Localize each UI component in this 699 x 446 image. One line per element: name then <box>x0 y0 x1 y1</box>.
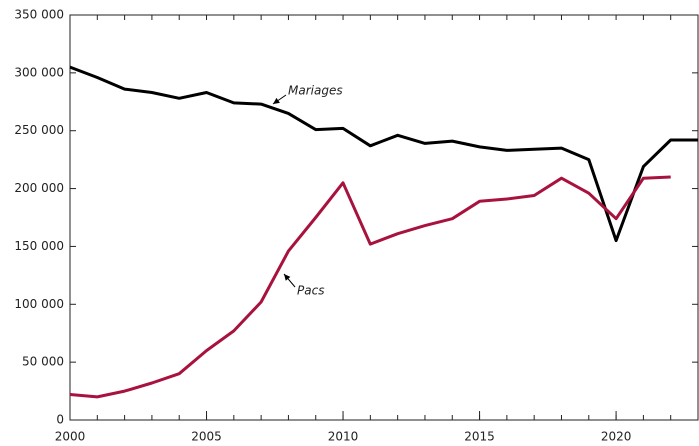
arrow-head <box>284 274 291 281</box>
x-tick-label: 2020 <box>601 430 632 444</box>
plot-frame <box>69 14 699 421</box>
y-tick-label: 50 000 <box>22 355 64 369</box>
series-annotation: Mariages <box>288 84 343 98</box>
x-tick-label: 2015 <box>464 430 495 444</box>
x-tick-label: 2000 <box>55 430 86 444</box>
y-tick-label: 100 000 <box>14 297 64 311</box>
x-tick-label: 2005 <box>191 430 222 444</box>
y-tick-label: 350 000 <box>14 8 64 22</box>
y-tick-label: 200 000 <box>14 181 64 195</box>
series-line <box>69 175 671 399</box>
arrow-head <box>273 97 280 104</box>
y-tick-label: 150 000 <box>14 239 64 253</box>
y-tick-label: 0 <box>56 413 64 427</box>
series-annotation: Pacs <box>297 284 324 298</box>
y-tick-label: 250 000 <box>14 123 64 137</box>
x-tick-label: 2010 <box>328 430 359 444</box>
series-line <box>69 65 698 243</box>
y-tick-label: 300 000 <box>14 65 64 79</box>
